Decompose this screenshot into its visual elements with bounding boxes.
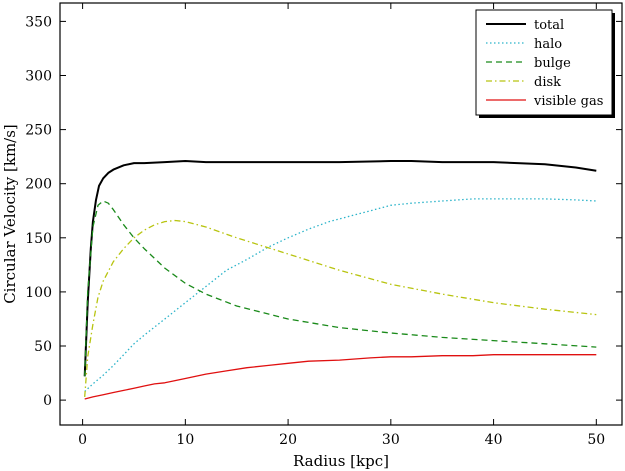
y-tick-label: 350 <box>25 14 52 30</box>
x-axis-label: Radius [kpc] <box>293 452 389 470</box>
x-axis-ticks: 0 10 20 30 40 50 <box>78 3 605 448</box>
series-lines <box>83 160 597 400</box>
series-line-bulge <box>84 200 597 377</box>
y-tick-label: 150 <box>25 231 52 247</box>
y-tick-label: 100 <box>25 285 52 301</box>
legend-label: disk <box>534 75 561 90</box>
legend-label: visible gas <box>533 94 603 109</box>
x-tick-label: 0 <box>78 432 87 448</box>
y-tick-label: 0 <box>43 393 52 409</box>
x-tick-label: 30 <box>382 432 400 448</box>
series-line-total <box>83 160 597 377</box>
legend-label: bulge <box>534 56 571 71</box>
x-tick-label: 40 <box>485 432 503 448</box>
y-tick-label: 300 <box>25 68 52 84</box>
legend-label: halo <box>534 37 562 52</box>
x-tick-label: 50 <box>587 432 605 448</box>
y-tick-label: 250 <box>25 123 52 139</box>
series-line-visible-gas <box>84 354 597 400</box>
legend-label: total <box>534 18 564 33</box>
x-tick-label: 10 <box>176 432 194 448</box>
y-axis-ticks: 0 50 100 150 200 250 300 350 <box>25 14 622 409</box>
y-tick-label: 200 <box>25 177 52 193</box>
y-tick-label: 50 <box>34 339 52 355</box>
legend: total halo bulge disk visible gas <box>475 9 615 118</box>
y-axis-label: Circular Velocity [km/s] <box>1 124 19 304</box>
series-line-disk <box>84 219 597 397</box>
x-tick-label: 20 <box>279 432 297 448</box>
series-line-halo <box>84 198 597 392</box>
